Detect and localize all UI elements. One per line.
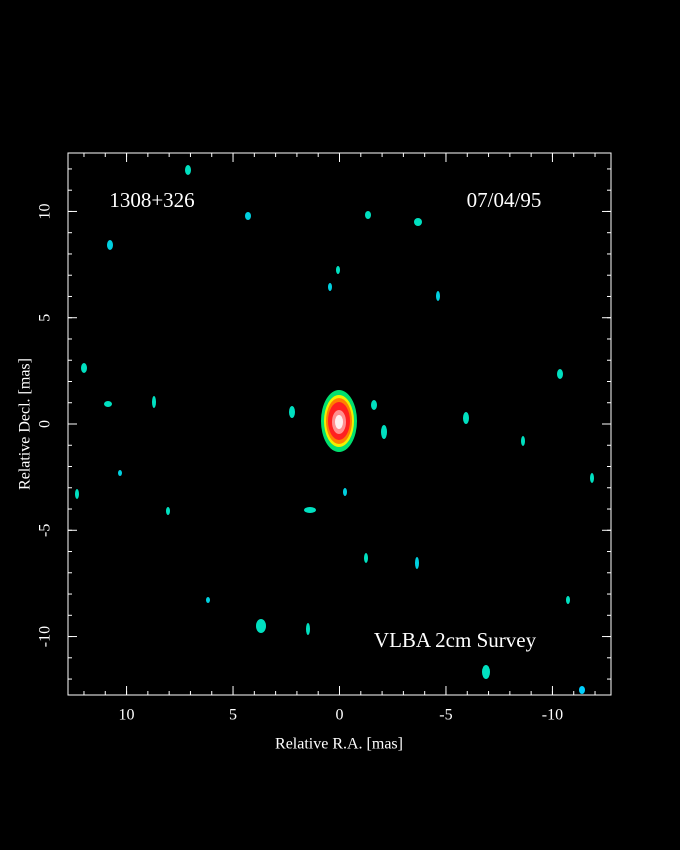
y-tick-label: 5 <box>37 314 54 322</box>
noise-blobs <box>75 165 594 694</box>
x-tick-label: -10 <box>542 707 563 724</box>
y-tick-label: -5 <box>37 524 54 537</box>
core <box>321 390 357 452</box>
y-axis-label: Relative Decl. [mas] <box>17 358 34 490</box>
source-label: 1308+326 <box>109 188 194 212</box>
y-tick-label: 0 <box>37 420 54 428</box>
x-axis-label: Relative R.A. [mas] <box>275 736 403 753</box>
x-tick-label: 10 <box>119 707 135 724</box>
y-tick-label: -10 <box>37 626 54 647</box>
date-label: 07/04/95 <box>467 188 542 212</box>
x-tick-label: 5 <box>229 707 237 724</box>
survey-label: VLBA 2cm Survey <box>374 628 537 652</box>
x-tick-label: -5 <box>439 707 452 724</box>
x-tick-label: 0 <box>336 707 344 724</box>
y-tick-label: 10 <box>37 203 54 219</box>
